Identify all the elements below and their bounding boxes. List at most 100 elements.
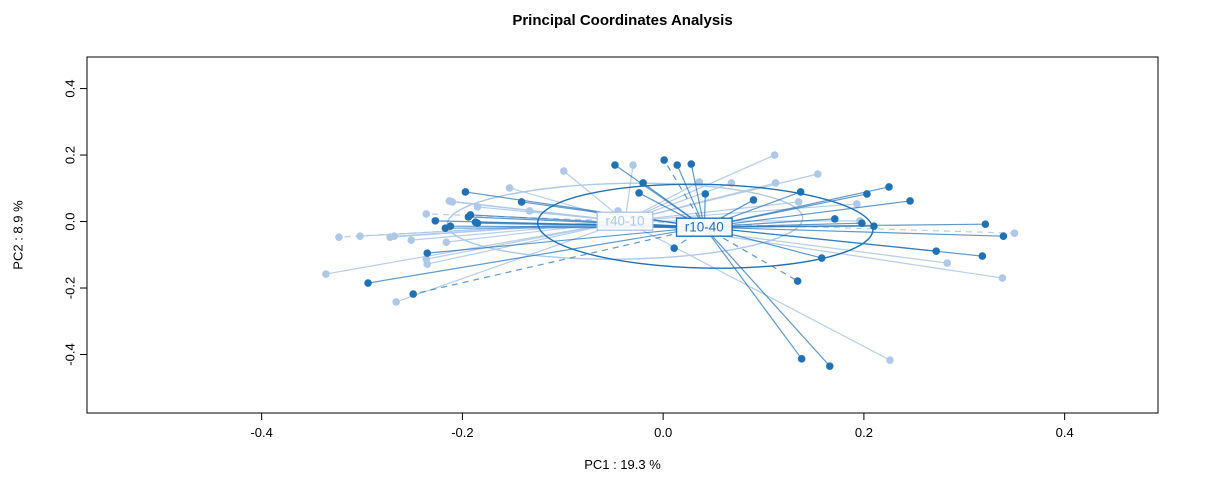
data-point xyxy=(906,197,914,205)
data-point xyxy=(687,160,696,168)
data-point xyxy=(445,197,454,205)
group-r10-40 xyxy=(364,156,1008,370)
spider-line xyxy=(395,220,626,303)
data-point xyxy=(517,198,526,206)
data-point xyxy=(356,232,364,240)
spider-line xyxy=(624,154,775,222)
data-point xyxy=(932,247,940,255)
spider-line xyxy=(690,163,705,228)
data-point xyxy=(858,219,866,227)
y-axis-label: PC2 : 8.9 % xyxy=(10,200,26,270)
data-point xyxy=(611,161,619,169)
data-point xyxy=(981,220,990,228)
spider-line xyxy=(477,222,705,228)
data-point xyxy=(770,151,779,159)
group-label-text: r10-40 xyxy=(685,220,724,235)
data-point xyxy=(749,196,758,204)
data-point xyxy=(409,290,418,298)
data-point xyxy=(813,170,822,178)
data-point xyxy=(794,198,803,206)
chart-title: Principal Coordinates Analysis xyxy=(512,12,733,29)
data-point xyxy=(635,189,643,197)
data-point xyxy=(1010,229,1019,237)
data-point xyxy=(660,156,668,164)
data-point xyxy=(423,260,432,268)
data-point xyxy=(701,190,710,198)
x-tick-label: 0.2 xyxy=(855,425,873,440)
data-point xyxy=(407,236,416,244)
x-tick-label: -0.4 xyxy=(250,425,272,440)
y-tick-label: -0.4 xyxy=(62,343,77,365)
group-label-r40-10: r40-10 xyxy=(596,211,654,231)
group-label-box xyxy=(596,211,654,231)
data-point xyxy=(423,249,432,257)
data-point xyxy=(797,355,806,363)
data-point xyxy=(473,203,482,211)
data-point xyxy=(670,244,678,252)
data-point xyxy=(392,298,400,306)
data-point xyxy=(473,219,482,227)
data-point xyxy=(422,210,431,218)
data-point xyxy=(335,233,343,241)
data-point xyxy=(673,161,682,169)
spider-line xyxy=(624,203,857,222)
data-point xyxy=(364,279,372,287)
data-point xyxy=(885,183,893,191)
data-point xyxy=(446,222,455,230)
y-tick-label: -0.2 xyxy=(62,277,77,299)
data-point xyxy=(999,232,1008,240)
x-tick-label: 0.4 xyxy=(1056,425,1074,440)
x-axis-label: PC1 : 19.3 % xyxy=(584,457,661,472)
spider-line xyxy=(663,159,705,228)
data-point xyxy=(796,188,805,196)
spider-line xyxy=(624,201,799,222)
data-point xyxy=(863,190,871,198)
group-label-r10-40: r10-40 xyxy=(675,217,733,237)
data-point xyxy=(629,161,637,169)
spider-line xyxy=(427,220,626,265)
data-point xyxy=(998,274,1007,282)
data-point xyxy=(793,277,802,285)
spider-line xyxy=(367,226,705,284)
data-point xyxy=(431,217,440,225)
data-point xyxy=(870,222,878,230)
spider-line xyxy=(704,200,911,228)
spider-line xyxy=(325,220,626,275)
spider-line xyxy=(624,220,1015,234)
data-point xyxy=(559,167,568,175)
spider-line xyxy=(704,226,798,282)
data-point xyxy=(943,259,952,267)
group-label-text: r40-10 xyxy=(605,214,644,229)
data-point xyxy=(817,254,826,262)
data-point xyxy=(978,252,987,260)
y-tick-label: 0.0 xyxy=(62,212,77,230)
data-point xyxy=(442,238,451,246)
spider-line xyxy=(703,226,831,367)
spider-line xyxy=(624,173,818,222)
spider-line xyxy=(427,226,705,254)
data-point xyxy=(390,232,398,240)
data-point xyxy=(825,362,834,370)
group-label-box xyxy=(675,217,733,237)
spider-line xyxy=(413,226,705,295)
data-point xyxy=(464,213,473,221)
spider-line xyxy=(704,226,1004,237)
spider-line xyxy=(624,220,891,361)
data-point xyxy=(771,179,780,187)
data-point xyxy=(525,207,534,215)
data-point xyxy=(853,200,861,208)
y-tick-label: 0.4 xyxy=(62,80,77,98)
spider-line xyxy=(704,186,890,228)
x-tick-label: 0.0 xyxy=(654,425,672,440)
data-point xyxy=(505,184,514,192)
spider-line xyxy=(704,223,986,228)
y-tick-label: 0.2 xyxy=(62,146,77,164)
data-point xyxy=(830,215,839,223)
data-point xyxy=(322,270,330,278)
spider-line xyxy=(468,216,705,228)
data-point xyxy=(461,188,470,196)
x-tick-label: -0.2 xyxy=(451,425,473,440)
spider-line xyxy=(676,164,705,228)
